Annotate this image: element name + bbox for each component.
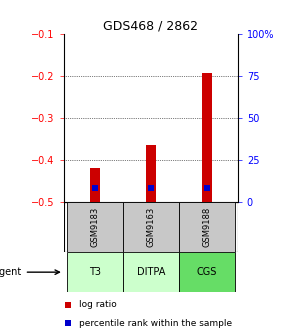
Text: T3: T3	[89, 267, 101, 277]
Text: agent: agent	[0, 267, 22, 277]
Text: percentile rank within the sample: percentile rank within the sample	[79, 319, 232, 328]
Bar	[146, 145, 156, 202]
Text: GSM9183: GSM9183	[90, 207, 99, 247]
Bar	[67, 252, 123, 292]
Text: GSM9188: GSM9188	[202, 207, 211, 247]
Bar	[123, 252, 179, 292]
Point	[148, 185, 153, 191]
Bar	[179, 202, 235, 252]
Bar	[202, 74, 212, 202]
Point	[66, 321, 70, 326]
Point	[205, 185, 209, 191]
Text: DITPA: DITPA	[137, 267, 165, 277]
Bar	[67, 202, 123, 252]
Bar	[179, 252, 235, 292]
Bar	[90, 168, 100, 202]
Text: log ratio: log ratio	[79, 300, 117, 309]
Text: GSM9163: GSM9163	[146, 207, 155, 247]
Bar	[123, 202, 179, 252]
Point	[66, 302, 70, 308]
Point	[92, 185, 97, 191]
Title: GDS468 / 2862: GDS468 / 2862	[103, 19, 198, 33]
Text: CGS: CGS	[197, 267, 217, 277]
